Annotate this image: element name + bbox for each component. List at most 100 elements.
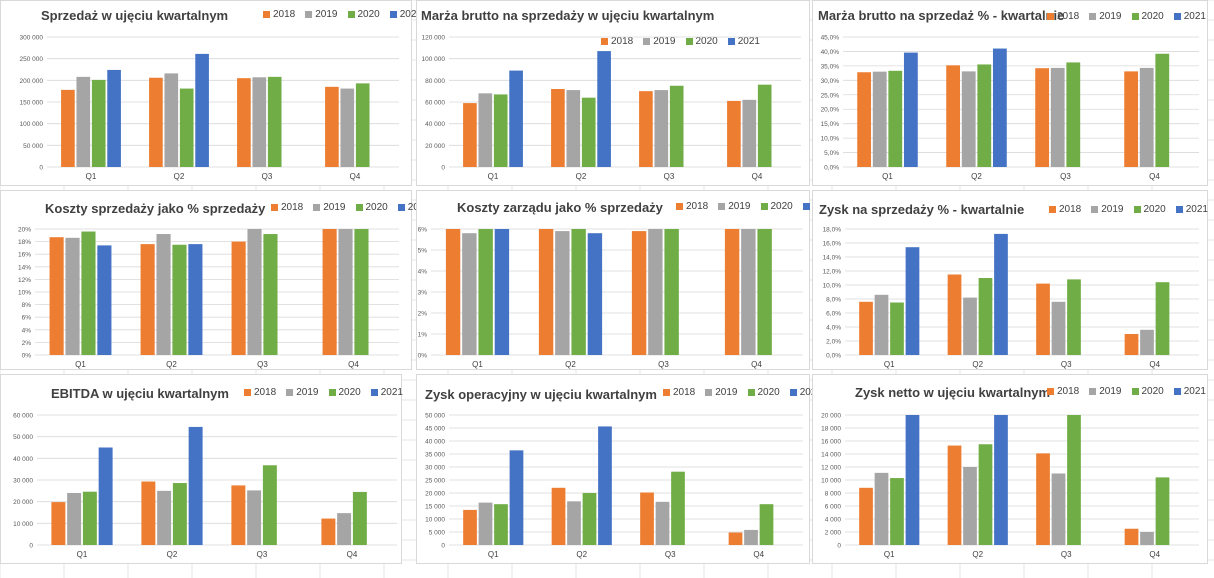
bar-2021-Q1[interactable]: [509, 70, 523, 167]
bar-2018-Q1[interactable]: [857, 72, 872, 167]
bar-2020-Q1[interactable]: [82, 491, 97, 545]
bar-2019-Q3[interactable]: [654, 90, 669, 167]
bar-2019-Q1[interactable]: [478, 502, 493, 545]
bar-2019-Q2[interactable]: [961, 71, 976, 167]
bar-2020-Q4[interactable]: [757, 229, 772, 355]
bar-2020-Q3[interactable]: [262, 465, 277, 545]
bar-2018-Q3[interactable]: [231, 241, 246, 355]
bar-2021-Q1[interactable]: [107, 69, 121, 167]
bar-2019-Q2[interactable]: [157, 490, 172, 545]
bar-2019-Q1[interactable]: [872, 71, 887, 167]
bar-2018-Q2[interactable]: [140, 244, 155, 355]
bar-2020-Q1[interactable]: [890, 302, 904, 356]
bar-2021-Q1[interactable]: [98, 447, 113, 546]
bar-2019-Q2[interactable]: [963, 467, 977, 545]
bar-2019-Q4[interactable]: [1139, 67, 1154, 167]
bar-2020-Q2[interactable]: [978, 278, 993, 355]
bar-2018-Q1[interactable]: [463, 103, 477, 167]
bar-2020-Q3[interactable]: [671, 471, 685, 545]
bar-2018-Q2[interactable]: [947, 274, 962, 356]
bar-2018-Q1[interactable]: [445, 229, 461, 355]
bar-2018-Q4[interactable]: [724, 229, 740, 355]
bar-2021-Q1[interactable]: [509, 450, 524, 545]
bar-2020-Q1[interactable]: [493, 94, 508, 167]
bar-2021-Q1[interactable]: [494, 229, 510, 355]
bar-2018-Q4[interactable]: [727, 100, 741, 167]
bar-2019-Q3[interactable]: [1051, 473, 1066, 546]
bar-2019-Q4[interactable]: [1140, 329, 1154, 355]
bar-2020-Q2[interactable]: [179, 88, 194, 167]
bar-2018-Q3[interactable]: [1036, 453, 1050, 545]
bar-2020-Q2[interactable]: [977, 64, 992, 167]
bar-2018-Q1[interactable]: [859, 301, 873, 355]
bar-2020-Q4[interactable]: [759, 504, 774, 545]
bar-2021-Q1[interactable]: [97, 245, 112, 355]
bar-2020-Q4[interactable]: [757, 84, 772, 167]
bar-2018-Q2[interactable]: [538, 229, 554, 355]
bar-2019-Q4[interactable]: [741, 229, 756, 355]
bar-2020-Q4[interactable]: [1155, 282, 1170, 355]
bar-2018-Q2[interactable]: [141, 481, 156, 545]
bar-2020-Q4[interactable]: [354, 229, 369, 355]
bar-2019-Q2[interactable]: [555, 231, 570, 355]
bar-2019-Q2[interactable]: [567, 501, 581, 545]
bar-2019-Q3[interactable]: [1051, 301, 1066, 355]
bar-2021-Q1[interactable]: [905, 247, 920, 355]
chart-panel-koszty-zarzadu[interactable]: Koszty zarządu jako % sprzedaży 2018 2019…: [416, 190, 835, 370]
bar-2018-Q4[interactable]: [1124, 334, 1139, 355]
bar-2021-Q2[interactable]: [188, 244, 203, 355]
bar-2020-Q4[interactable]: [1155, 477, 1170, 545]
bar-2018-Q1[interactable]: [859, 487, 873, 545]
bar-2020-Q1[interactable]: [890, 478, 904, 545]
bar-2019-Q1[interactable]: [65, 237, 80, 355]
bar-2018-Q1[interactable]: [51, 502, 66, 545]
bar-2021-Q1[interactable]: [905, 415, 920, 545]
bar-2021-Q2[interactable]: [994, 415, 1008, 545]
bar-2019-Q4[interactable]: [744, 529, 758, 545]
bar-2020-Q3[interactable]: [669, 85, 684, 167]
bar-2018-Q4[interactable]: [728, 532, 743, 545]
bar-2020-Q1[interactable]: [81, 231, 96, 355]
bar-2020-Q1[interactable]: [478, 229, 493, 355]
bar-2020-Q1[interactable]: [91, 79, 106, 167]
bar-2019-Q1[interactable]: [478, 93, 493, 167]
bar-2021-Q2[interactable]: [994, 233, 1008, 355]
bar-2019-Q2[interactable]: [963, 297, 977, 355]
bar-2021-Q2[interactable]: [188, 426, 203, 545]
chart-panel-koszty-sprzedazy[interactable]: Koszty sprzedaży jako % sprzedaży 2018 20…: [0, 190, 430, 370]
bar-2020-Q3[interactable]: [664, 229, 679, 355]
bar-2020-Q2[interactable]: [978, 444, 993, 545]
bar-2021-Q2[interactable]: [597, 51, 611, 168]
bar-2021-Q2[interactable]: [598, 426, 612, 545]
bar-2020-Q2[interactable]: [172, 483, 187, 545]
bar-2020-Q3[interactable]: [263, 234, 278, 355]
bar-2018-Q1[interactable]: [463, 509, 477, 545]
bar-2018-Q4[interactable]: [1124, 71, 1139, 167]
chart-panel-zysk-netto[interactable]: Zysk netto w ujęciu kwartalnym 2018 2019 2…: [812, 374, 1208, 564]
bar-2018-Q4[interactable]: [321, 518, 336, 545]
bar-2018-Q3[interactable]: [231, 485, 246, 545]
bar-2020-Q3[interactable]: [267, 76, 282, 167]
bar-2018-Q3[interactable]: [1036, 283, 1050, 355]
bar-2018-Q2[interactable]: [551, 89, 565, 167]
bar-2020-Q1[interactable]: [888, 70, 903, 167]
bar-2018-Q2[interactable]: [946, 65, 961, 167]
bar-2018-Q4[interactable]: [1124, 528, 1139, 545]
bar-2019-Q4[interactable]: [337, 513, 352, 545]
bar-2019-Q3[interactable]: [655, 501, 670, 545]
bar-2019-Q4[interactable]: [338, 229, 353, 355]
bar-2018-Q4[interactable]: [322, 229, 337, 355]
chart-panel-ebitda[interactable]: EBITDA w ujęciu kwartalnym 2018 2019 2020 2…: [0, 374, 403, 564]
bar-2019-Q1[interactable]: [874, 294, 889, 355]
bar-2019-Q3[interactable]: [247, 490, 262, 545]
bar-2018-Q1[interactable]: [61, 89, 75, 167]
bar-2019-Q2[interactable]: [566, 90, 581, 167]
bar-2021-Q1[interactable]: [903, 52, 918, 167]
bar-2019-Q3[interactable]: [252, 77, 267, 167]
bar-2018-Q3[interactable]: [639, 91, 653, 167]
bar-2019-Q4[interactable]: [340, 88, 355, 167]
bar-2020-Q2[interactable]: [172, 244, 187, 355]
bar-2021-Q2[interactable]: [992, 48, 1007, 167]
bar-2020-Q4[interactable]: [355, 83, 370, 167]
bar-2020-Q3[interactable]: [1067, 415, 1081, 545]
